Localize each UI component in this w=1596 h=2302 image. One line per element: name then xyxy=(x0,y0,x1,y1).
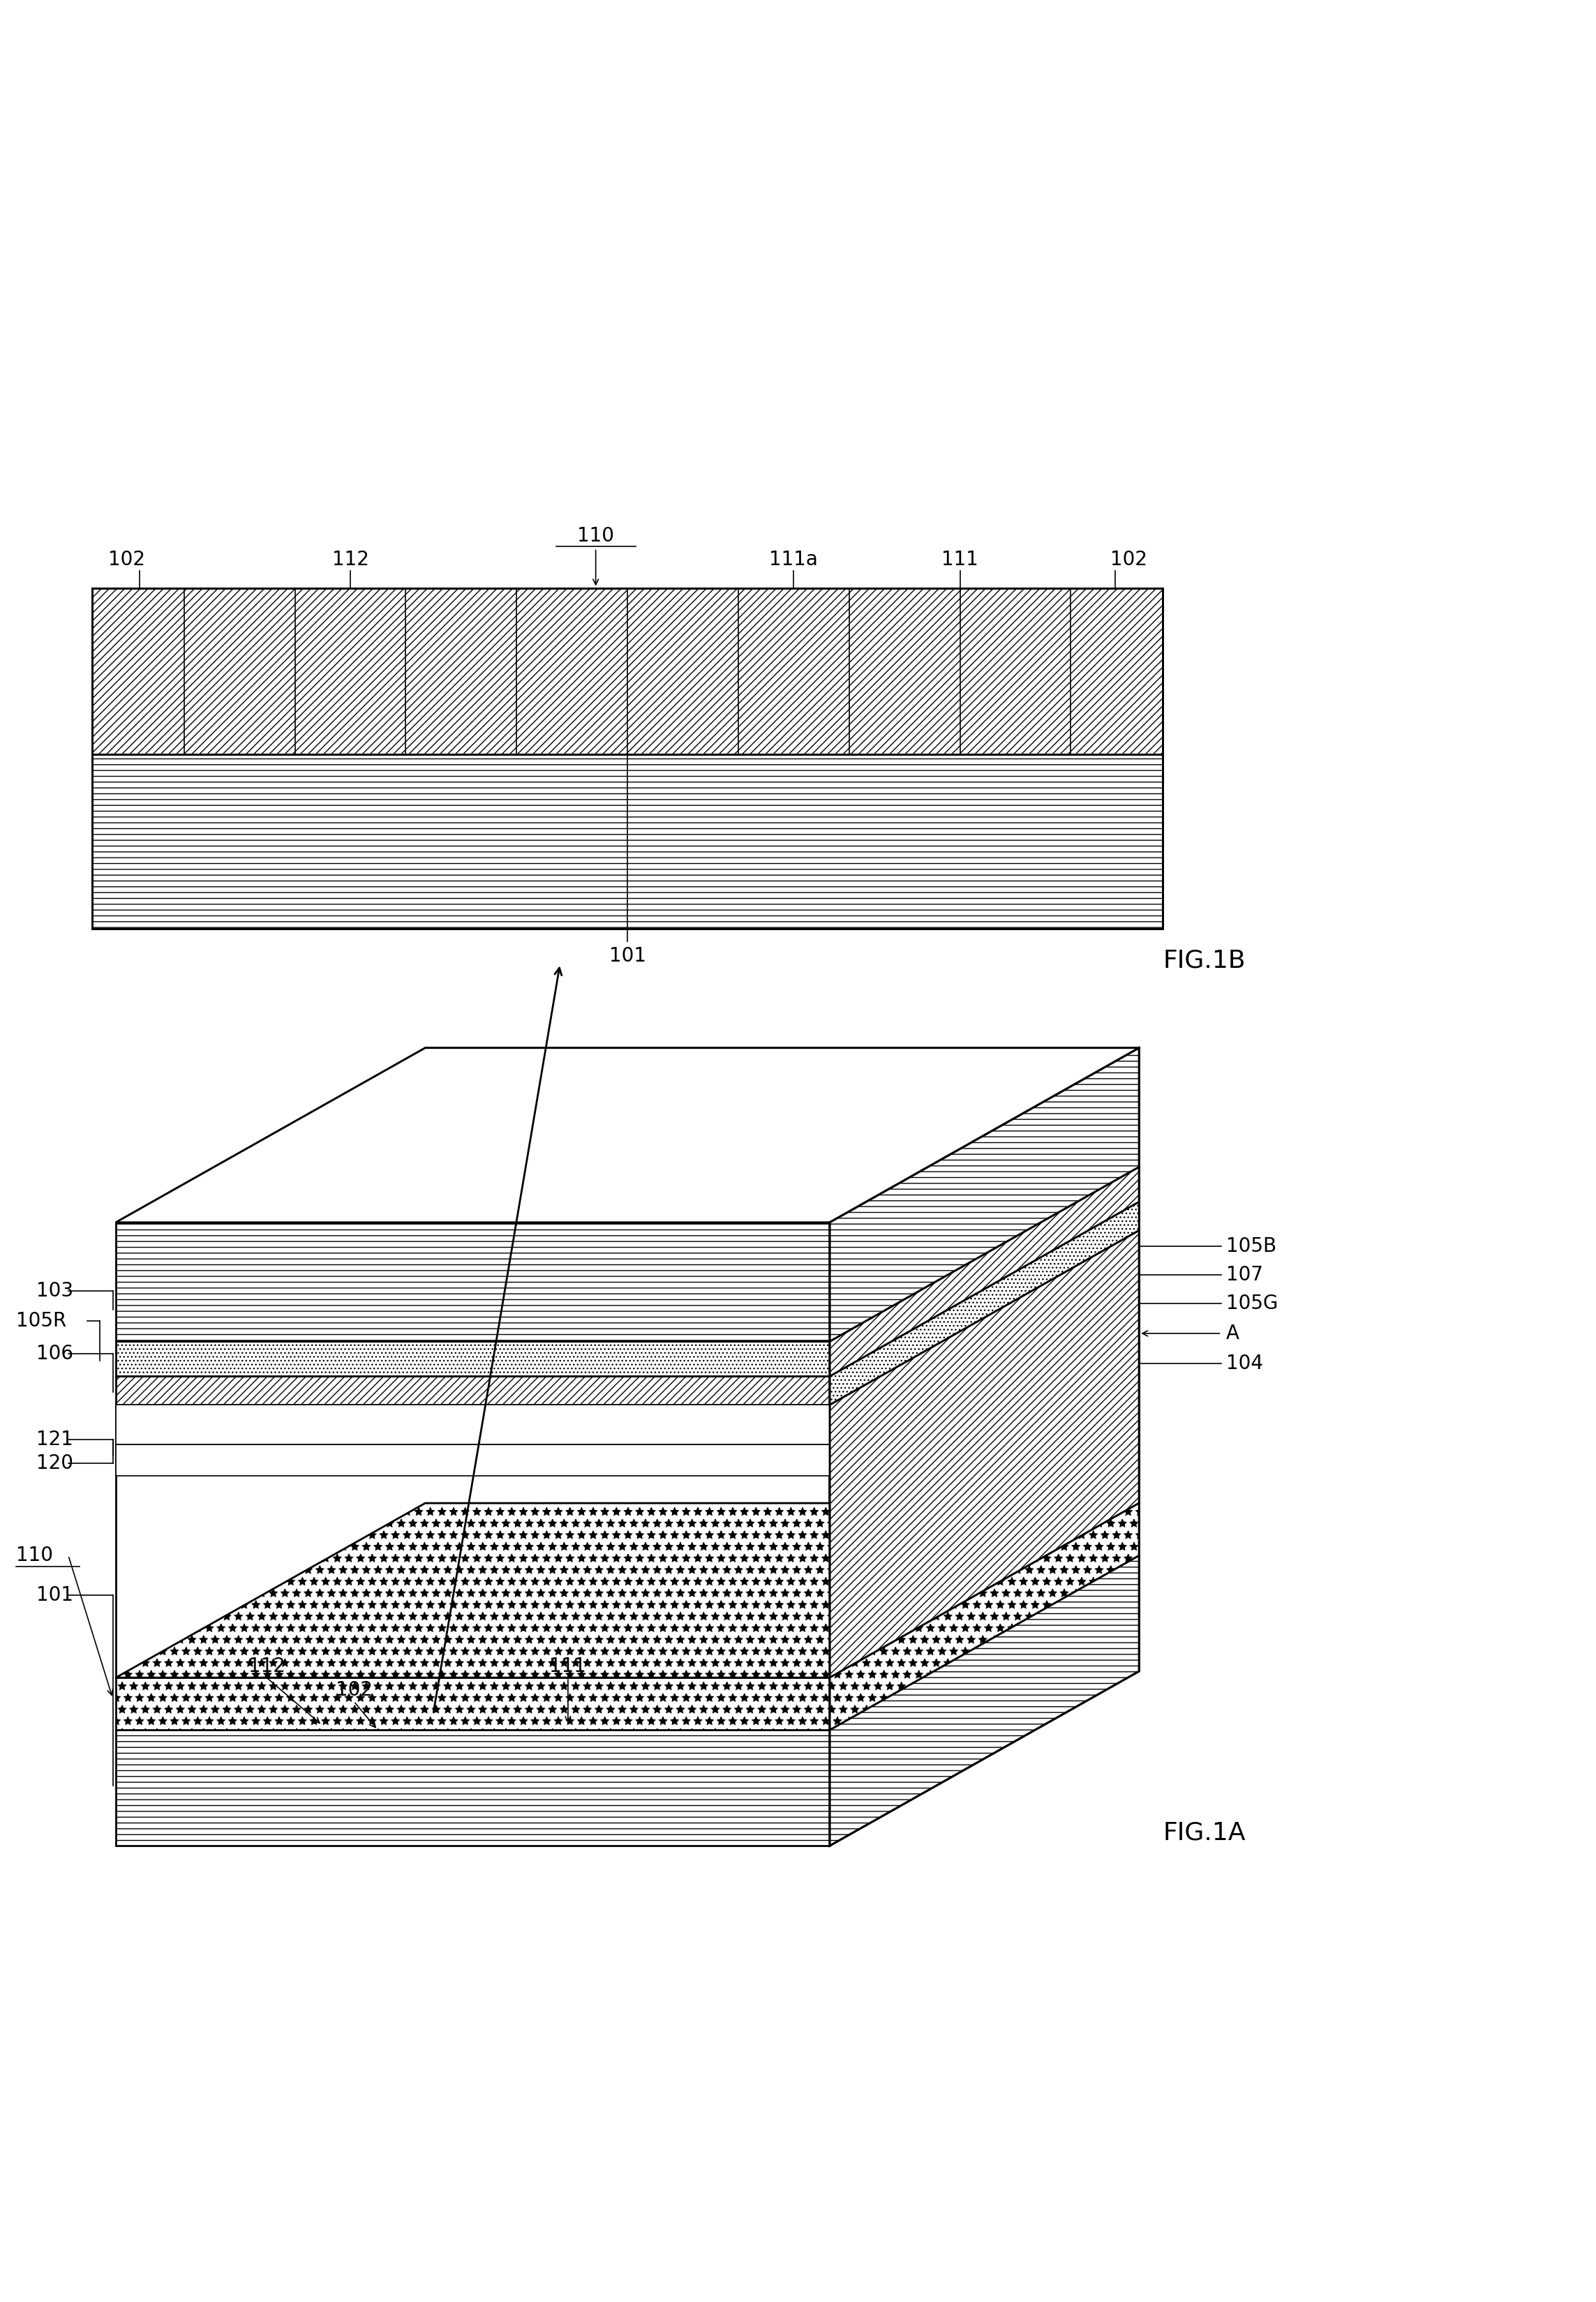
Text: A: A xyxy=(1226,1324,1240,1342)
Polygon shape xyxy=(117,1678,830,1729)
Text: 106: 106 xyxy=(37,1344,73,1363)
Text: 112: 112 xyxy=(332,550,369,569)
Text: 111: 111 xyxy=(942,550,978,569)
Polygon shape xyxy=(830,1167,1140,1342)
Polygon shape xyxy=(117,1404,830,1678)
Text: 112: 112 xyxy=(247,1657,286,1676)
Polygon shape xyxy=(830,1556,1140,1846)
Polygon shape xyxy=(830,1202,1140,1404)
Polygon shape xyxy=(117,1503,1140,1678)
Polygon shape xyxy=(117,1202,1140,1377)
Polygon shape xyxy=(830,1556,1140,1846)
Text: 103: 103 xyxy=(37,1280,73,1301)
Polygon shape xyxy=(830,1167,1140,1377)
Polygon shape xyxy=(830,1047,1140,1342)
Polygon shape xyxy=(117,1047,1140,1222)
Text: 111: 111 xyxy=(549,1657,586,1676)
Text: 120: 120 xyxy=(37,1453,73,1473)
Text: 102: 102 xyxy=(335,1680,372,1701)
Polygon shape xyxy=(93,587,1163,755)
Polygon shape xyxy=(117,1556,1140,1729)
Polygon shape xyxy=(117,1729,830,1846)
Polygon shape xyxy=(117,1342,830,1377)
Text: FIG.1B: FIG.1B xyxy=(1163,948,1245,971)
Text: 101: 101 xyxy=(37,1586,73,1604)
Polygon shape xyxy=(830,1202,1140,1404)
Text: 102: 102 xyxy=(109,550,145,569)
Polygon shape xyxy=(830,1503,1140,1729)
Text: 110: 110 xyxy=(578,525,614,546)
Text: 105B: 105B xyxy=(1226,1236,1277,1257)
Text: FIG.1A: FIG.1A xyxy=(1163,1821,1245,1844)
Polygon shape xyxy=(830,1503,1140,1729)
Polygon shape xyxy=(830,1229,1140,1678)
Polygon shape xyxy=(117,1047,1140,1222)
Polygon shape xyxy=(117,1443,830,1476)
Polygon shape xyxy=(93,755,1163,930)
Text: 110: 110 xyxy=(16,1545,53,1565)
Polygon shape xyxy=(830,1047,1140,1342)
Polygon shape xyxy=(117,1377,830,1404)
Polygon shape xyxy=(117,1404,830,1443)
Polygon shape xyxy=(117,1222,830,1342)
Text: 104: 104 xyxy=(1226,1354,1264,1374)
Text: 101: 101 xyxy=(610,946,646,965)
Text: 102: 102 xyxy=(1109,550,1148,569)
Text: 111a: 111a xyxy=(769,550,819,569)
Polygon shape xyxy=(830,1229,1140,1678)
Text: 107: 107 xyxy=(1226,1266,1264,1285)
Text: 121: 121 xyxy=(37,1430,73,1450)
Text: 105R: 105R xyxy=(16,1310,67,1331)
Polygon shape xyxy=(830,1229,1140,1678)
Polygon shape xyxy=(830,1167,1140,1377)
Polygon shape xyxy=(117,1167,1140,1342)
Text: 105G: 105G xyxy=(1226,1294,1278,1312)
